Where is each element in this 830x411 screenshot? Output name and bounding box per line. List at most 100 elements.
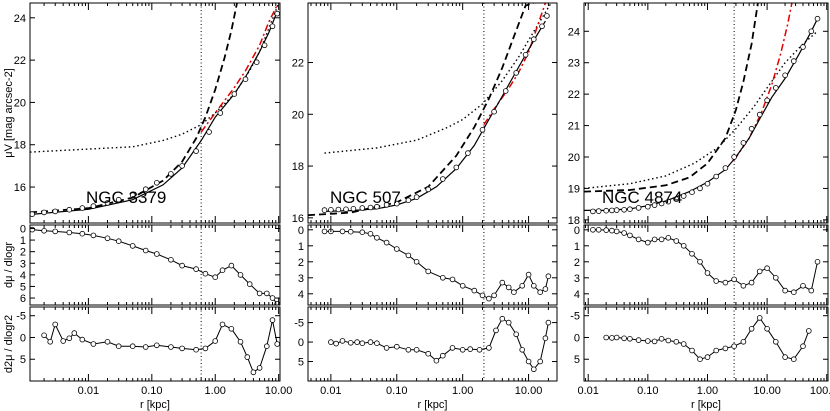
- y-tick-label: 16: [14, 182, 26, 194]
- data-point: [805, 328, 812, 334]
- data-point: [748, 279, 755, 286]
- data-point: [542, 286, 549, 292]
- data-point: [405, 197, 412, 204]
- data-point: [202, 345, 209, 352]
- y-tick-label: 4: [298, 289, 304, 301]
- data-point: [627, 206, 633, 213]
- series-dotted-line: [324, 3, 552, 154]
- data-point: [217, 110, 224, 116]
- data-point: [756, 315, 763, 321]
- data-point: [808, 28, 815, 35]
- data-point: [179, 163, 185, 169]
- y-tick-label: 3: [574, 273, 580, 285]
- data-point: [590, 227, 596, 233]
- x-tick-label: 10.00: [515, 385, 543, 397]
- data-point: [71, 330, 78, 336]
- data-point: [256, 365, 263, 371]
- data-point: [673, 196, 680, 202]
- data-point: [328, 207, 334, 213]
- data-point: [764, 265, 770, 272]
- data-point: [713, 347, 719, 354]
- data-point: [154, 342, 160, 349]
- data-point: [651, 202, 658, 208]
- data-point: [433, 357, 440, 364]
- data-point: [748, 125, 755, 132]
- data-point: [459, 282, 466, 289]
- series-solid-circles-line: [32, 229, 278, 305]
- y-tick-label: 22: [14, 55, 26, 67]
- data-point: [530, 282, 537, 289]
- data-point: [537, 358, 543, 365]
- data-point: [374, 203, 380, 210]
- data-point: [525, 358, 532, 365]
- data-point: [269, 295, 276, 301]
- y-tick-label: 20: [292, 109, 304, 121]
- data-point: [219, 321, 226, 328]
- y-tick-label: 22: [568, 89, 580, 101]
- data-point: [453, 164, 460, 171]
- data-point: [129, 343, 136, 350]
- data-point: [237, 272, 244, 278]
- data-point: [539, 23, 545, 30]
- data-point: [740, 140, 747, 146]
- data-point: [808, 287, 815, 294]
- data-point: [790, 58, 797, 64]
- data-point: [333, 340, 339, 347]
- data-point: [731, 343, 737, 350]
- y-axis-title: d2μ / dlogr2: [3, 315, 15, 373]
- data-point: [228, 262, 235, 269]
- plot-area: [41, 317, 280, 376]
- data-point: [41, 332, 47, 339]
- data-point: [367, 231, 374, 237]
- y-axis-title: dμ / dlogr: [3, 242, 15, 288]
- panel-0-2: -5 0 5 d2μ / dlogr2: [3, 306, 281, 382]
- data-point: [505, 319, 512, 326]
- data-point: [359, 340, 366, 347]
- x-axis-title: r [kpc]: [140, 399, 170, 411]
- data-point: [383, 239, 390, 246]
- data-point: [673, 338, 680, 345]
- data-point: [635, 205, 642, 211]
- data-point: [347, 228, 354, 235]
- data-point: [782, 72, 788, 79]
- data-point: [627, 232, 633, 239]
- chart-column-1: 16 18 20 22 NGC 507 0 1 2 3 4 -5 0 5 0.01 0.10 1.00 10.0…: [292, 2, 558, 411]
- data-point: [665, 337, 672, 344]
- y-tick-label: -5: [16, 311, 26, 323]
- data-point: [609, 227, 615, 234]
- data-point: [740, 338, 747, 345]
- y-tick-label: 18: [14, 140, 26, 152]
- data-point: [90, 203, 97, 209]
- data-point: [354, 339, 360, 345]
- plot-area: [30, 3, 280, 217]
- panel-frame: [307, 2, 558, 224]
- data-point: [542, 335, 549, 342]
- data-point: [263, 290, 270, 297]
- data-point: [269, 23, 276, 30]
- galaxy-name-label: NGC 4874: [602, 188, 682, 207]
- data-point: [603, 207, 609, 214]
- data-point: [347, 339, 354, 346]
- data-point: [772, 338, 779, 345]
- data-point: [613, 334, 620, 341]
- panel-frame: [29, 224, 281, 306]
- data-point: [339, 228, 346, 235]
- data-point: [142, 186, 149, 193]
- series-solid-line: [30, 11, 278, 216]
- data-point: [544, 13, 550, 19]
- data-point: [374, 235, 380, 241]
- data-point: [689, 251, 695, 257]
- panel-2-0: 18 19 20 21 22 23 24 NGC 4874: [568, 2, 829, 227]
- data-point: [502, 88, 509, 94]
- data-point: [79, 336, 86, 343]
- data-point: [79, 205, 86, 211]
- y-tick-label: 21: [568, 121, 580, 133]
- data-point: [47, 338, 53, 345]
- data-point: [206, 129, 212, 135]
- data-point: [193, 148, 199, 154]
- data-point: [104, 338, 111, 345]
- y-tick-label: 2: [574, 257, 580, 269]
- data-point: [782, 354, 788, 360]
- data-point: [350, 206, 357, 212]
- data-point: [800, 343, 806, 350]
